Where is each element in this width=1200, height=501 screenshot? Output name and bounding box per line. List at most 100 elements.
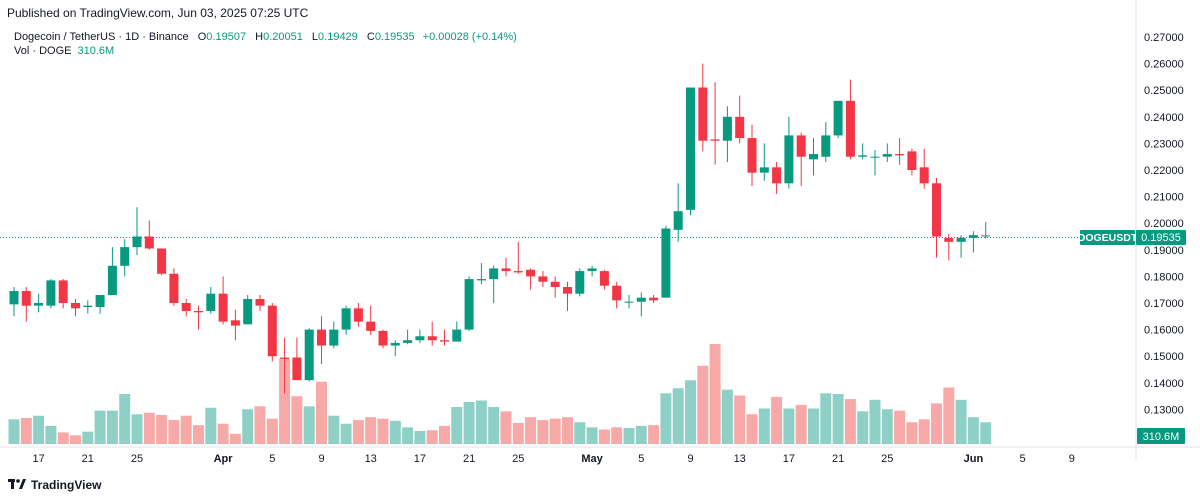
volume-bar [475,400,487,444]
symbol-title: Dogecoin / TetherUS · 1D · Binance [14,31,189,43]
candle-body [464,279,474,330]
candle-body [612,285,622,301]
candle [550,276,560,298]
candle [403,329,413,345]
volume-bar [340,423,352,444]
volume-bar [881,409,893,444]
candle [132,207,142,256]
candle-body [390,342,400,346]
candle-body [403,340,413,343]
candle [427,321,437,346]
y-tick-label: 0.21000 [1144,192,1184,204]
y-tick-label: 0.25000 [1144,85,1184,97]
candle-body [329,329,339,346]
volume-bar [635,425,647,444]
volume-bar [20,417,32,444]
candle [575,268,585,297]
low-label: L [311,31,319,43]
volume-bar [512,422,524,444]
candle-body [956,237,966,242]
candle [34,293,44,313]
candle-body [526,269,536,277]
footer-brand[interactable]: TradingView [8,478,101,492]
y-tick-label: 0.20000 [1144,218,1184,230]
volume-bar [328,415,340,444]
volume-bar [832,394,844,444]
y-tick-label: 0.26000 [1144,59,1184,71]
candle-body [83,305,93,307]
candle-body [21,291,31,306]
volume-bar [33,415,45,444]
candle-body [919,167,929,184]
candle-body [132,236,142,248]
candle-body [304,329,314,381]
candle [206,287,216,314]
volume-bar [168,420,180,444]
volume-bar [623,428,635,444]
volume-bar [180,415,192,444]
candle [636,292,646,317]
volume-bar [119,394,131,444]
volume-bar [955,399,967,444]
candle [710,82,720,165]
y-tick-label: 0.23000 [1144,138,1184,150]
volume-bar [820,393,832,444]
candle-body [563,287,572,294]
candle [882,143,892,163]
candle [649,295,659,303]
candle [157,248,167,276]
volume-bar [414,430,426,444]
x-tick-label: 25 [512,453,524,465]
candle-body [710,139,720,141]
volume-bar [70,435,81,444]
price-tag-symbol: DOGEUSDT [1078,232,1138,244]
x-tick-label: 21 [832,453,844,465]
volume-legend: Vol · DOGE 310.6M [14,45,114,57]
volume-bar [500,411,512,444]
candle-body [440,340,449,342]
volume-bar [537,420,549,444]
volume-bar [143,412,155,444]
volume-bar [721,389,733,444]
candle-body [587,268,597,272]
candle-body [649,297,659,301]
candle [452,321,462,342]
candle-body [46,280,56,306]
candle-body [218,293,228,322]
candle [304,328,314,382]
candle [968,231,978,253]
candle-body [981,235,991,237]
candle-body [34,303,44,306]
close-label: C [366,31,375,43]
volume-bar [82,431,94,444]
volume-bar [303,406,315,444]
candle [526,268,536,290]
x-tick-label: 17 [414,453,426,465]
volume-bar [242,409,254,444]
volume-bar [869,399,881,444]
candle-body [698,87,708,141]
candle-body [550,281,560,288]
candle-body [476,279,486,281]
candle [919,148,929,189]
low-value: 0.19429 [318,31,358,43]
candle [21,287,31,322]
volume-bar [156,415,168,444]
candle-body [759,167,769,173]
x-tick-label: 9 [318,453,324,465]
volume-bar [734,395,746,444]
volume-bar [451,407,463,444]
volume-value: 310.6M [77,45,115,57]
x-tick-label: 25 [131,453,143,465]
volume-bar [857,411,869,444]
price-tag: DOGEUSDT 0.19535 [1078,230,1186,245]
candle-body [280,357,290,359]
candle [95,295,105,314]
volume-bar [562,417,573,444]
volume-bar [254,406,266,444]
x-tick-label: 21 [82,453,94,465]
candle-body [415,336,425,341]
volume-bar [8,419,20,444]
candle-body [501,268,511,272]
